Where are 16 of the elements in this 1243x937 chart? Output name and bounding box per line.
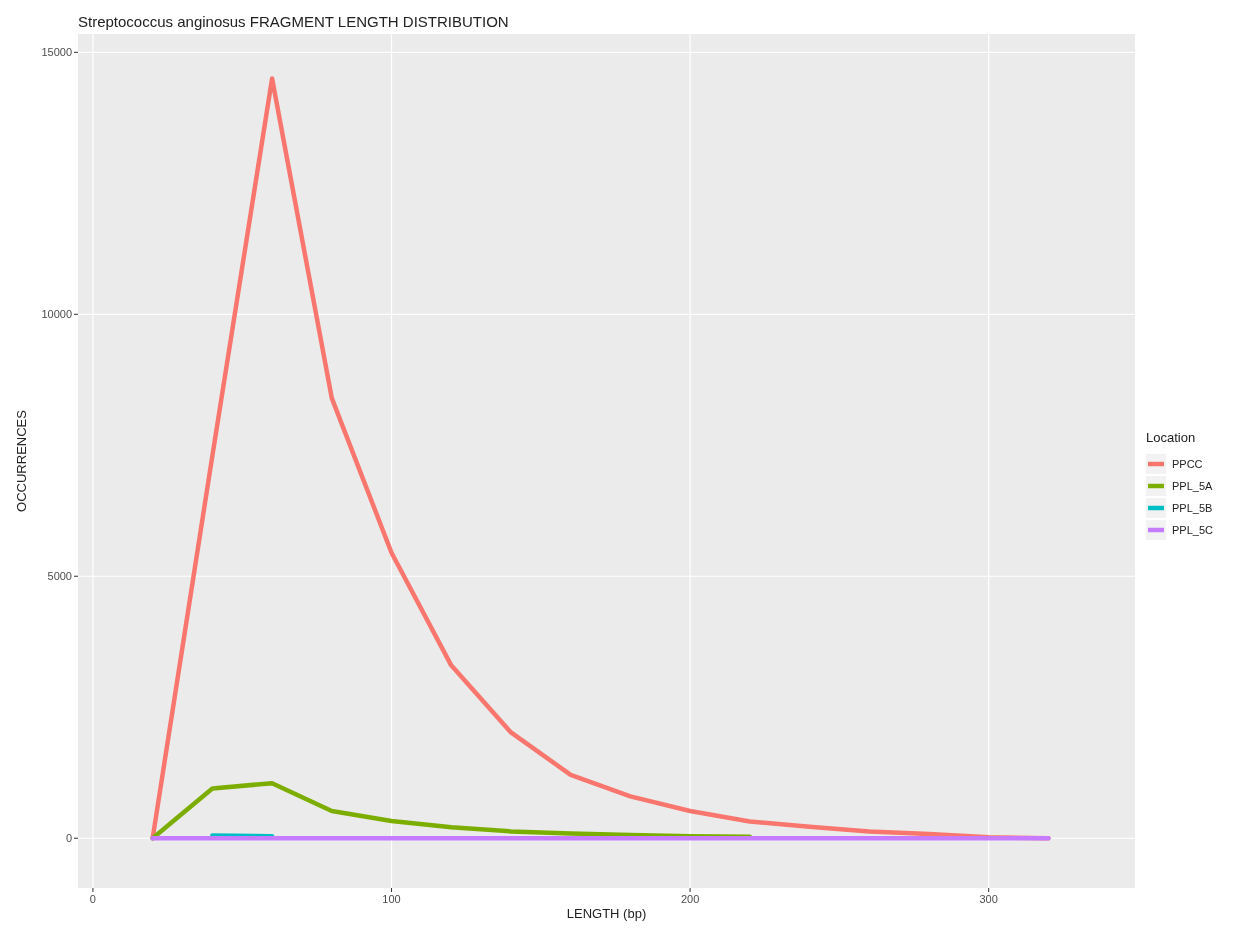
- x-tick-label: 100: [382, 893, 401, 905]
- legend-title: Location: [1146, 430, 1196, 445]
- y-tick-label: 5000: [47, 570, 72, 583]
- y-axis-title: OCCURRENCES: [14, 409, 29, 512]
- legend-label: PPCC: [1172, 458, 1203, 470]
- x-axis-title: LENGTH (bp): [566, 906, 647, 921]
- y-tick-label: 15000: [41, 46, 72, 59]
- legend-label: PPL_5B: [1172, 502, 1213, 514]
- y-tick-label: 0: [65, 832, 72, 845]
- x-tick-label: 0: [89, 893, 96, 905]
- x-tick-label: 200: [680, 893, 700, 905]
- x-tick-label: 300: [979, 893, 998, 905]
- chart-title: Streptococcus anginosus FRAGMENT LENGTH DISTRIBUTION: [78, 13, 509, 31]
- y-tick-label: 10000: [41, 308, 72, 321]
- legend-label: PPL_5C: [1172, 524, 1214, 536]
- legend-label: PPL_5A: [1172, 480, 1214, 492]
